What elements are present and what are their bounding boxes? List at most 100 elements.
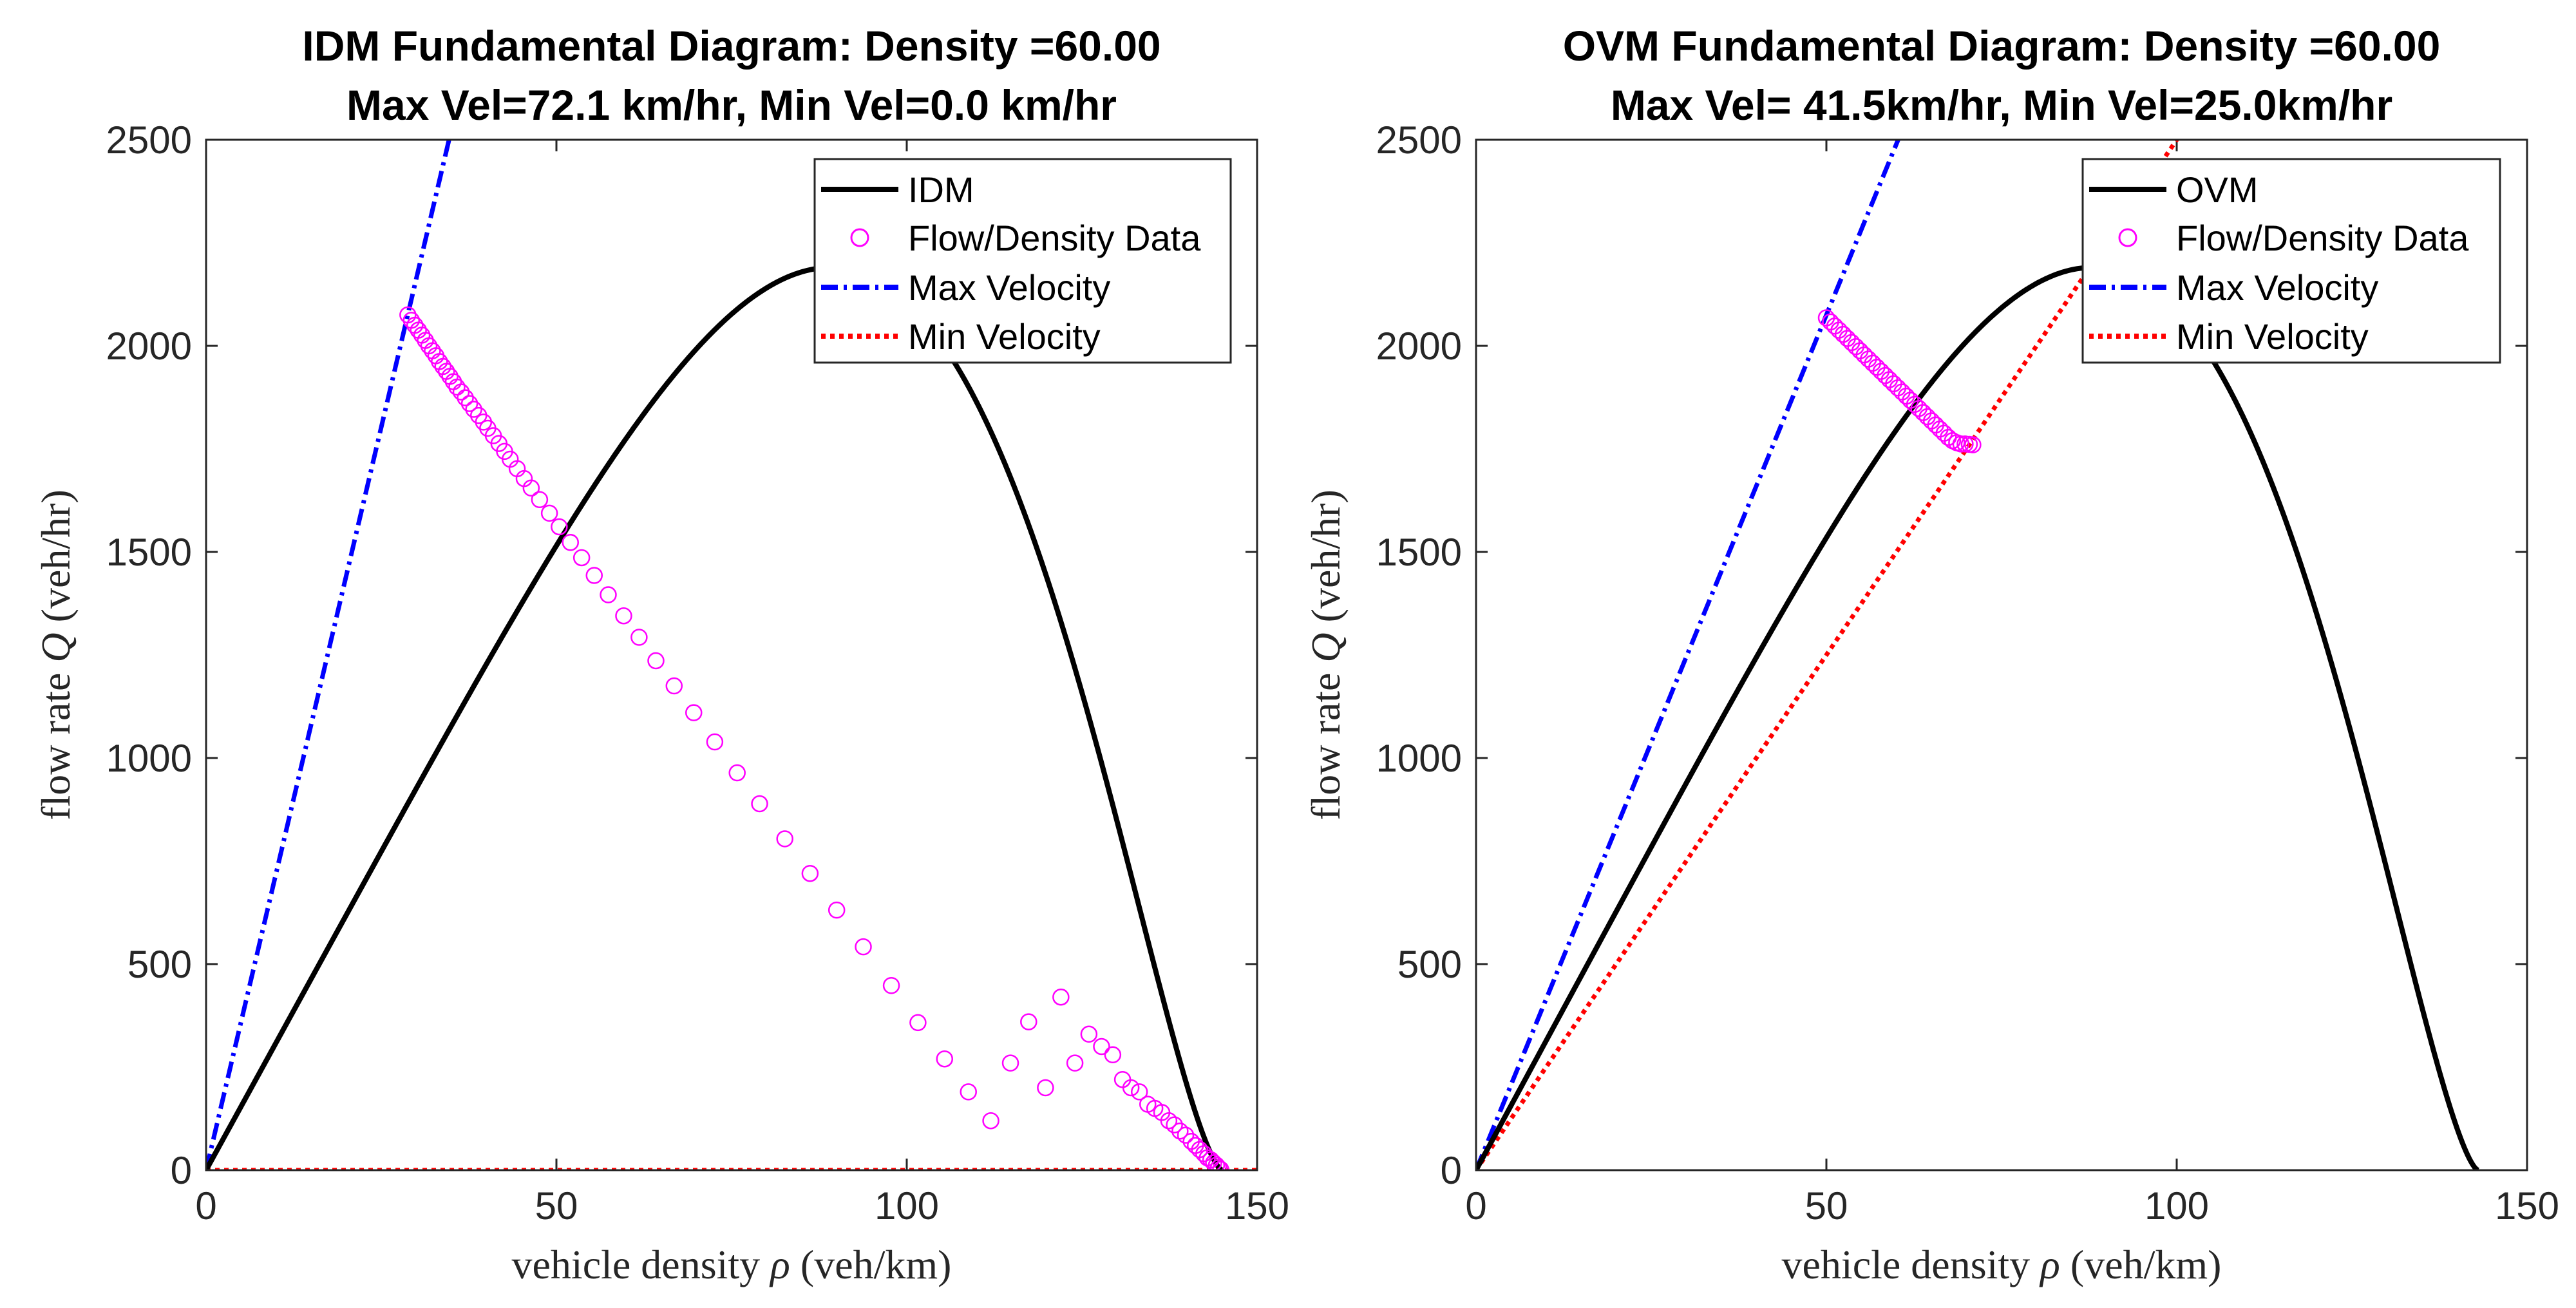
idm-model-curve (206, 265, 1224, 1170)
idm-panel: IDM Fundamental Diagram: Density =60.00 … (33, 22, 1290, 1287)
idm-data-point (540, 504, 558, 522)
ovm-ytick-label: 1500 (1376, 531, 1462, 574)
ovm-xtick-label: 0 (1465, 1184, 1486, 1227)
ovm-panel: OVM Fundamental Diagram: Density =60.00 … (1303, 22, 2560, 1287)
idm-data-point (1171, 1122, 1189, 1140)
idm-data-point (1122, 1079, 1140, 1097)
idm-data-point (522, 479, 540, 497)
idm-ylabel-symbol: Q (33, 632, 79, 662)
idm-data-point (1208, 1157, 1226, 1170)
idm-data-point (1177, 1126, 1195, 1144)
ovm-legend-minvel-label: Min Velocity (2176, 316, 2369, 357)
ovm-legend: OVM Flow/Density Data Max Velocity Min V… (2081, 158, 2501, 364)
idm-legend-minvel-label: Min Velocity (908, 316, 1101, 357)
idm-data-point (936, 1050, 954, 1068)
ovm-ylabel-symbol: Q (1303, 632, 1349, 662)
idm-data-point (630, 629, 648, 646)
ovm-plot-clip (1476, 140, 2479, 1170)
idm-data-point (685, 704, 703, 721)
idm-data-point (448, 378, 466, 396)
idm-ytick-label: 0 (171, 1149, 192, 1192)
ovm-title-line1: OVM Fundamental Diagram: Density =60.00 (1563, 22, 2441, 70)
ovm-ylabel-suffix: (veh/hr) (1303, 489, 1349, 632)
idm-data-point (776, 830, 793, 848)
idm-axes-box (205, 138, 1258, 1171)
idm-data-point (585, 567, 603, 584)
idm-data-point (882, 977, 900, 994)
idm-data-point (1052, 988, 1070, 1006)
idm-data-point (647, 652, 665, 670)
idm-ytick-label: 1500 (106, 531, 192, 574)
idm-data-point (855, 938, 872, 956)
ovm-series-group (1476, 140, 2479, 1170)
ovm-axes-box (1475, 138, 2528, 1171)
idm-ytick-label: 2000 (106, 325, 192, 368)
idm-ytick-label: 2500 (106, 118, 192, 162)
idm-xlabel-suffix: (veh/km) (790, 1242, 952, 1287)
idm-data-point (1001, 1054, 1019, 1072)
idm-plot-clip (206, 140, 1257, 1170)
ovm-xlabel-prefix: vehicle density (1782, 1242, 2041, 1287)
idm-legend-box (813, 158, 1232, 364)
idm-data-point (1130, 1083, 1148, 1101)
idm-xtick-label: 50 (535, 1184, 578, 1227)
idm-data-point (801, 864, 819, 882)
idm-ylabel: flow rate Q (veh/hr) (33, 489, 79, 820)
ovm-ylabel: flow rate Q (veh/hr) (1303, 489, 1349, 820)
idm-xtick-label: 150 (1225, 1184, 1289, 1227)
idm-data-point (728, 764, 746, 782)
idm-legend-idm-label: IDM (908, 169, 974, 210)
idm-max-velocity-line (206, 140, 451, 1170)
idm-data-point (751, 795, 768, 813)
idm-xtick-label: 100 (875, 1184, 939, 1227)
ovm-xlabel-suffix: (veh/km) (2060, 1242, 2222, 1287)
idm-legend: IDM Flow/Density Data Max Velocity Min V… (813, 158, 1232, 364)
idm-xtick-label: 0 (195, 1184, 216, 1227)
ovm-xlabel: vehicle density ρ (veh/km) (1782, 1242, 2222, 1287)
idm-data-point (465, 401, 482, 418)
ovm-legend-data-swatch (2118, 228, 2137, 247)
idm-legend-data-swatch (850, 228, 869, 247)
idm-data-point (457, 389, 474, 406)
idm-data-point (1093, 1038, 1110, 1056)
ovm-ytick-label: 2500 (1376, 118, 1462, 162)
idm-data-point (1080, 1025, 1098, 1043)
idm-data-point (828, 901, 846, 919)
idm-data-point (1160, 1112, 1178, 1130)
ovm-model-curve (1476, 265, 2479, 1170)
idm-data-point (982, 1112, 999, 1130)
idm-data-point (1066, 1054, 1084, 1072)
ovm-legend-ovm-label: OVM (2176, 169, 2259, 210)
idm-data-point (909, 1014, 927, 1032)
idm-ylabel-suffix: (veh/hr) (33, 489, 79, 632)
idm-xlabel-prefix: vehicle density (512, 1242, 771, 1287)
ovm-legend-data-label: Flow/Density Data (2176, 218, 2469, 258)
idm-data-point (1037, 1079, 1054, 1097)
ovm-ytick-label: 500 (1397, 943, 1462, 986)
idm-ytick-label: 1000 (106, 737, 192, 780)
idm-data-point (531, 491, 549, 508)
ovm-data-point (1964, 436, 1982, 453)
idm-title-line2: Max Vel=72.1 km/hr, Min Vel=0.0 km/hr (346, 81, 1117, 129)
idm-data-point (665, 677, 683, 695)
ovm-legend-box (2081, 158, 2501, 364)
idm-data-point (452, 383, 470, 401)
ovm-ytick-label: 0 (1441, 1149, 1462, 1192)
idm-xlabel: vehicle density ρ (veh/km) (512, 1242, 952, 1287)
idm-data-point (551, 518, 568, 536)
idm-xlabel-symbol: ρ (769, 1242, 790, 1287)
idm-data-point (1020, 1013, 1037, 1030)
ovm-ytick-label: 2000 (1376, 325, 1462, 368)
idm-data-point (615, 607, 632, 625)
idm-data-point (706, 733, 724, 751)
ovm-xlabel-symbol: ρ (2039, 1242, 2060, 1287)
idm-data-point (1166, 1116, 1183, 1133)
ovm-ylabel-prefix: flow rate (1303, 663, 1349, 820)
idm-ylabel-prefix: flow rate (33, 663, 79, 820)
idm-data-point (1104, 1046, 1122, 1064)
idm-data-point (573, 549, 591, 567)
ovm-xtick-label: 50 (1805, 1184, 1848, 1227)
